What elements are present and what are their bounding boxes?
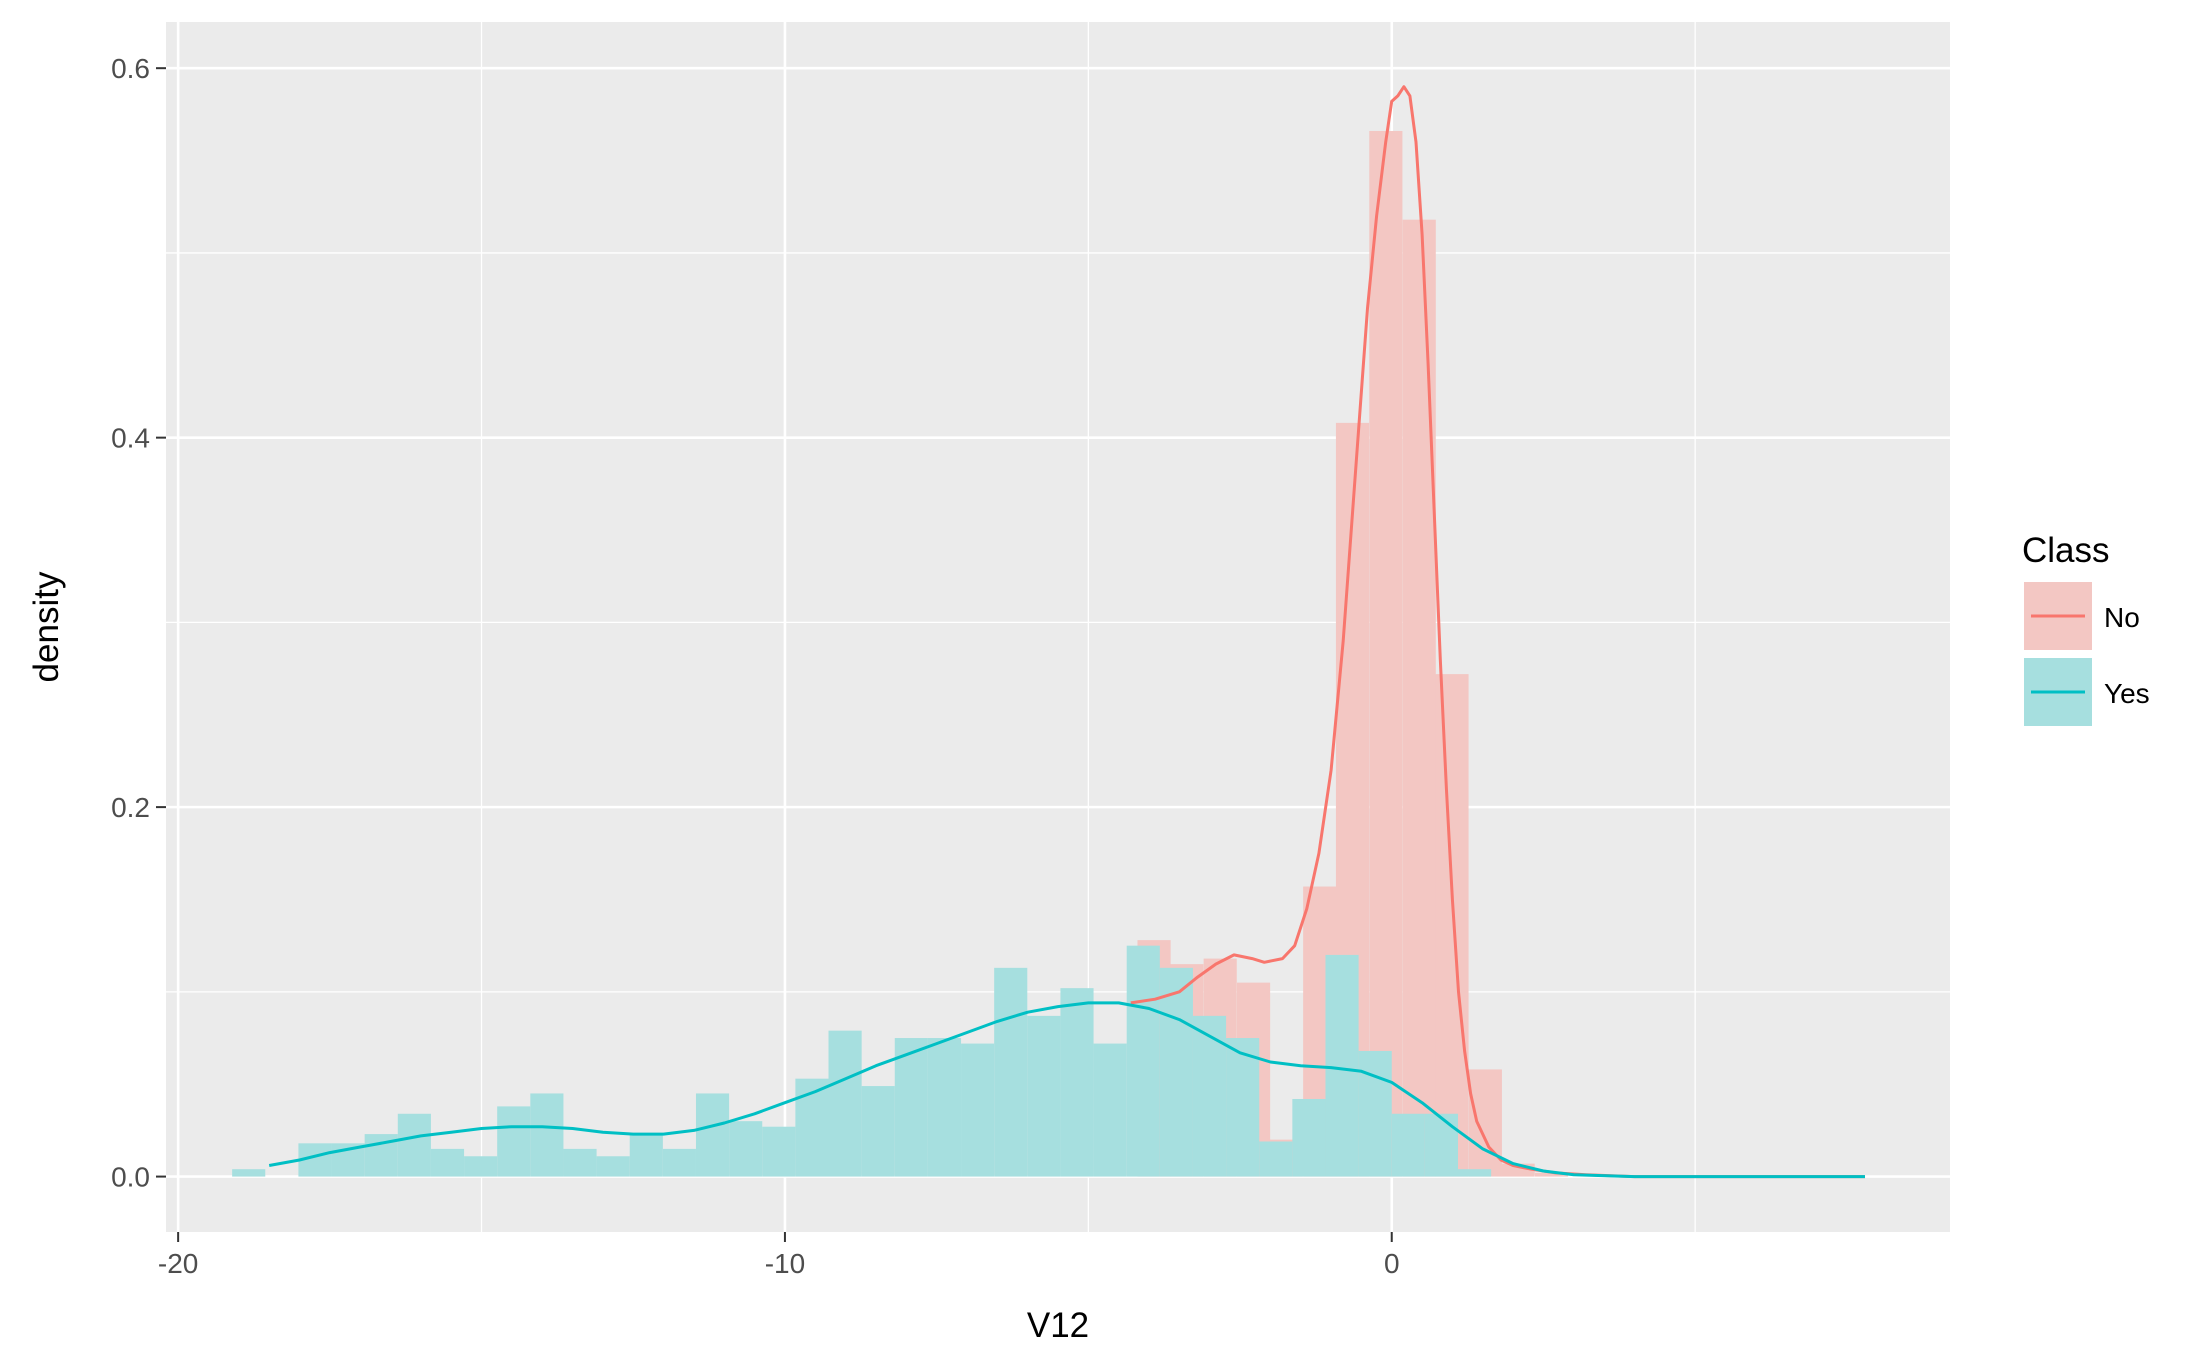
histogram-bar-yes [1226,1038,1260,1177]
y-tick-label: 0.2 [111,792,150,823]
x-axis: -20 -10 0 [158,1232,1400,1279]
histogram-bar-no [1435,674,1469,1177]
histogram-bar-yes [397,1113,431,1177]
histogram-bar-yes [927,1038,962,1177]
y-tick-label: 0.6 [111,53,150,84]
legend-key-yes [2024,658,2092,726]
histogram-bar-yes [1458,1169,1492,1177]
x-tick-label: 0 [1384,1248,1400,1279]
x-tick-label: -20 [158,1248,198,1279]
y-tick-label: 0.4 [111,423,150,454]
legend-label-no: No [2104,602,2140,633]
density-line-yes [268,1001,1865,1179]
histogram-bar-yes [497,1106,531,1177]
histogram-bar-yes [861,1086,895,1177]
y-tick-label: 0.0 [111,1162,150,1193]
histogram-bar-no [1402,219,1436,1177]
histogram-bar-yes [629,1134,663,1177]
histogram-bar-yes [430,1148,465,1177]
histogram-bar-yes [1424,1113,1459,1177]
histogram-bar-no [1369,130,1403,1177]
legend: Class No Yes [2022,531,2150,726]
histogram-bar-yes [1027,1015,1061,1177]
density-lines [268,85,1865,1179]
histogram-bar-yes [1159,967,1193,1177]
histogram-bar-yes [1292,1098,1326,1177]
histogram-bar-yes [1259,1141,1293,1177]
histogram-bar-yes [596,1156,630,1177]
x-tick-label: -10 [765,1248,805,1279]
histogram-bar-yes [232,1169,266,1177]
legend-key-no [2024,582,2092,650]
y-axis-title: density [27,571,66,682]
histogram-bar-yes [1126,945,1160,1177]
histogram-bar-yes [530,1093,564,1177]
histogram-bar-yes [1192,1015,1227,1177]
histogram-bar-yes [563,1148,597,1177]
histogram-bar-yes [828,1030,862,1177]
histogram-bar-yes [1060,988,1094,1177]
histogram-bar-no [1534,1172,1569,1177]
minor-gridlines [166,22,1950,1232]
histogram-bar-yes [1391,1113,1425,1177]
histogram-bar-yes [1325,954,1359,1177]
histogram-bar-yes [464,1156,498,1177]
histogram-bar-no [1468,1069,1502,1177]
y-axis: 0.0 0.2 0.4 0.6 [111,53,166,1193]
histogram-bar-yes [894,1038,928,1177]
histogram-bar-yes [662,1148,696,1177]
histogram-bar-yes [1093,1043,1127,1177]
legend-label-yes: Yes [2104,678,2150,709]
histogram-bar-yes [961,1043,995,1177]
x-axis-title: V12 [1027,1306,1089,1345]
density-line-no [1130,85,1865,1179]
histogram-bar-yes [994,967,1028,1177]
histogram-bar-yes [762,1126,796,1177]
histogram-bar-yes [1358,1050,1392,1177]
histogram-bar-yes [695,1093,730,1177]
yes-histogram-bars [232,945,1492,1177]
histogram-bar-yes [729,1121,763,1177]
legend-title: Class [2022,531,2110,570]
histogram-bar-yes [795,1078,829,1177]
